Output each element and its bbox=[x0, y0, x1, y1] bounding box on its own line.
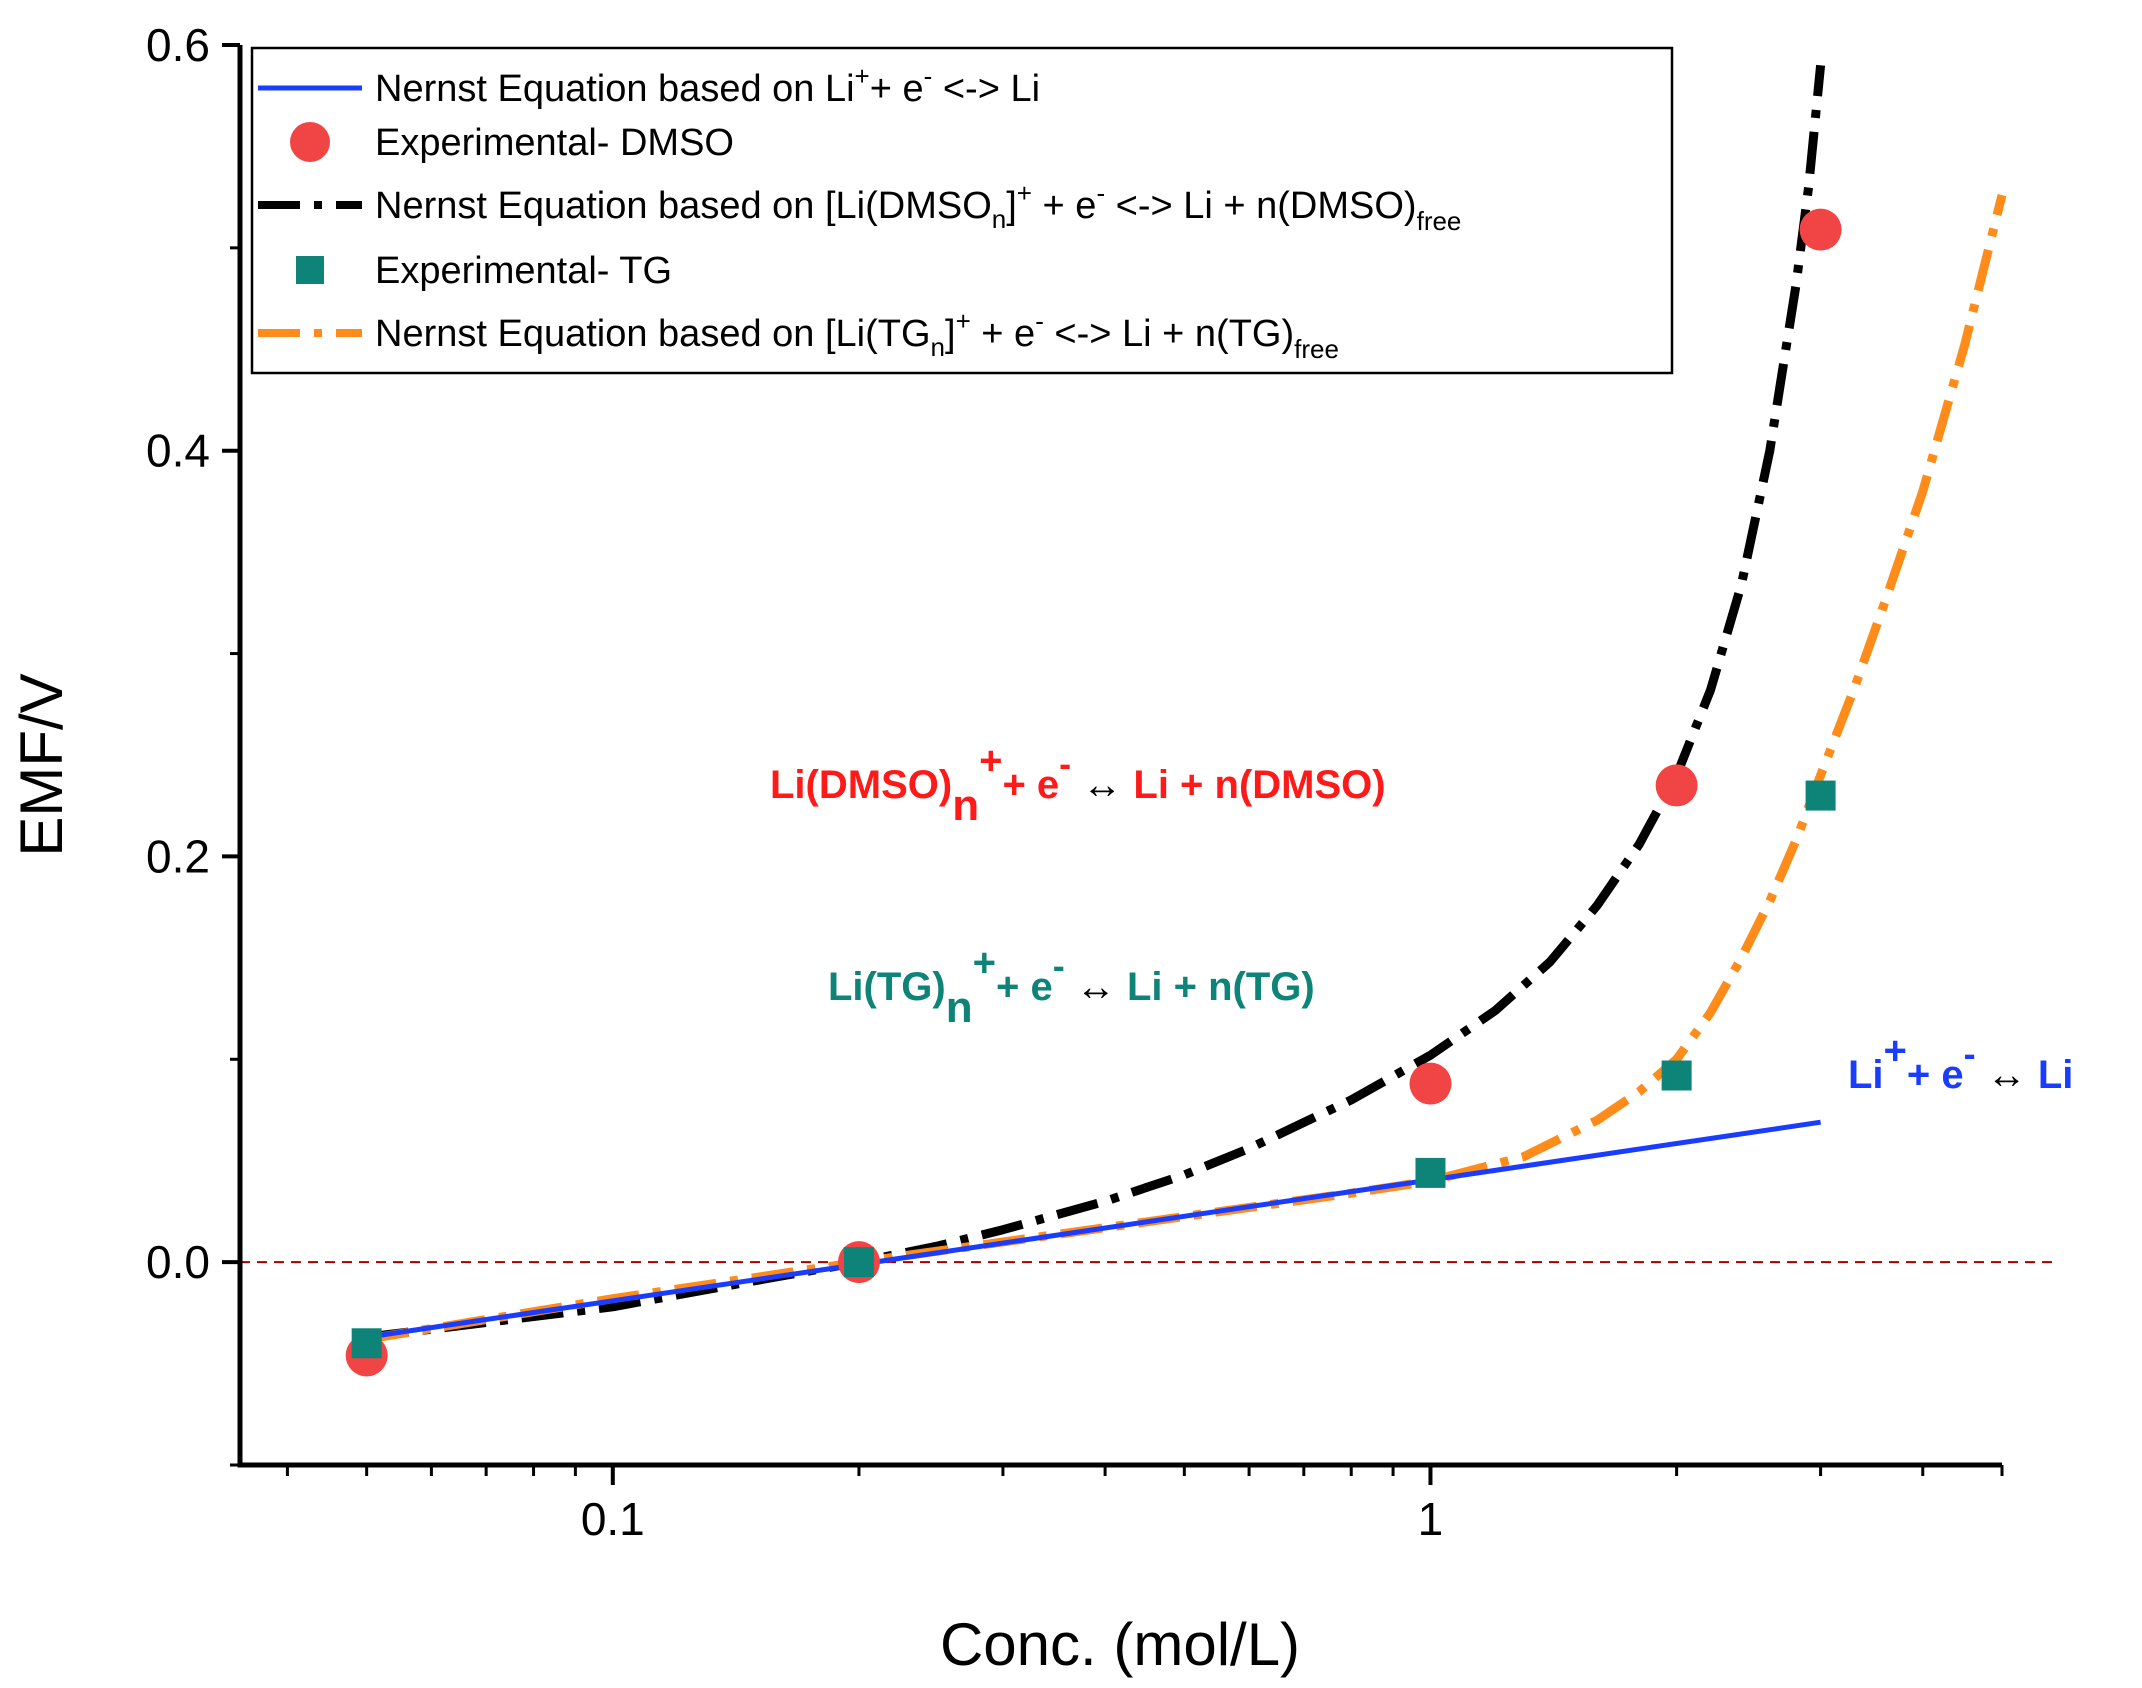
y-tick-label: 0.0 bbox=[146, 1236, 210, 1288]
legend-swatch-exp_dmso bbox=[290, 122, 330, 162]
x-tick-label: 0.1 bbox=[581, 1493, 645, 1545]
legend: Nernst Equation based on Li++ e- <-> Li E… bbox=[250, 46, 1674, 375]
legend-marker-sample bbox=[296, 256, 324, 284]
series-line-nernst_dmso bbox=[366, 64, 1826, 1342]
data-point-exp_tg bbox=[1805, 780, 1836, 811]
annotations: Li(DMSO)n++ e- ↔ Li + n(DMSO) Li(TG)n++ e… bbox=[770, 739, 2073, 1097]
x-axis-title: Conc. (mol/L) bbox=[940, 1611, 1300, 1678]
series-line-nernst_li bbox=[366, 1119, 1821, 1340]
legend-label-exp_tg: Experimental- TG bbox=[375, 250, 672, 292]
y-axis-title: EMF/V bbox=[8, 673, 75, 856]
legend-label-nernst_dmso: Nernst Equation based on [Li(DMSOn]+ + e… bbox=[375, 178, 1461, 236]
y-tick-label: 0.6 bbox=[146, 19, 210, 71]
tick-labels: 0.0 0.2 0.4 0.6 0.1 1 bbox=[146, 19, 1443, 1545]
data-point-exp_tg bbox=[351, 1328, 382, 1359]
data-point-exp_dmso bbox=[1799, 208, 1842, 251]
legend-label-nernst_li: Nernst Equation based on Li++ e- <-> Li bbox=[375, 61, 1040, 110]
annotation-anno_dmso: Li(DMSO)n++ e- ↔ Li + n(DMSO) bbox=[770, 739, 1386, 830]
annotation-anno_tg: Li(TG)n++ e- ↔ Li + n(TG) bbox=[828, 941, 1315, 1032]
data-point-exp_tg bbox=[843, 1247, 874, 1278]
data-point-exp_dmso bbox=[1409, 1062, 1452, 1105]
data-point-exp_dmso bbox=[1655, 764, 1698, 807]
data-point-exp_tg bbox=[1661, 1060, 1692, 1091]
y-tick-label: 0.2 bbox=[146, 830, 210, 882]
y-tick-label: 0.4 bbox=[146, 425, 210, 477]
legend-swatch-exp_tg bbox=[296, 256, 324, 284]
legend-frame bbox=[250, 46, 1674, 375]
annotation-anno_li: Li++ e- ↔ Li bbox=[1848, 1029, 2073, 1097]
series-markers-exp_tg bbox=[351, 780, 1836, 1359]
legend-label-nernst_tg: Nernst Equation based on [Li(TGn]+ + e- … bbox=[375, 306, 1339, 364]
legend-label-exp_dmso: Experimental- DMSO bbox=[375, 122, 734, 164]
x-tick-label: 1 bbox=[1418, 1493, 1444, 1545]
series-layer bbox=[345, 64, 2007, 1377]
data-point-exp_tg bbox=[1415, 1157, 1446, 1188]
axes-layer bbox=[222, 43, 2004, 1485]
legend-marker-sample bbox=[290, 122, 330, 162]
